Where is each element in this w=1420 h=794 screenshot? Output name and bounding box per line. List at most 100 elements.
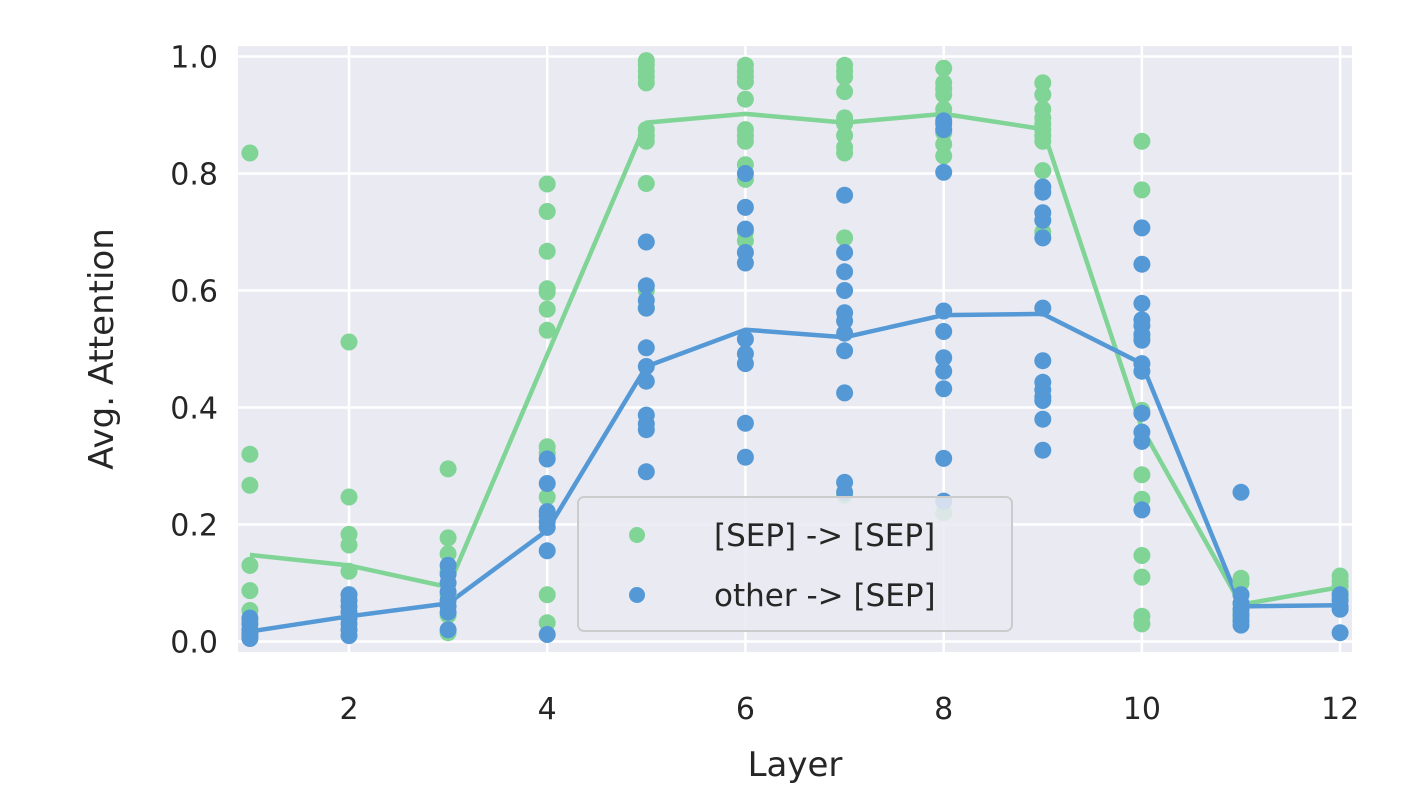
series-line-1 <box>249 311 1341 634</box>
data-point-series-0 <box>935 86 953 104</box>
data-point-series-1 <box>836 282 854 299</box>
data-point-series-0 <box>340 562 358 580</box>
x-tick-label: 12 <box>1321 692 1359 727</box>
data-point-series-1 <box>1232 616 1250 634</box>
data-point-series-1 <box>1034 229 1052 247</box>
data-point-series-1 <box>439 621 457 639</box>
data-point-series-1 <box>1034 441 1052 459</box>
data-point-series-1 <box>935 121 953 139</box>
x-tick-label: 4 <box>538 692 557 727</box>
data-point-series-1 <box>1133 219 1151 237</box>
data-point-series-1 <box>935 323 953 340</box>
data-point-series-1 <box>538 518 556 536</box>
data-point-series-0 <box>736 132 754 150</box>
data-point-series-1 <box>1034 392 1052 409</box>
data-point-series-1 <box>1133 255 1151 273</box>
data-point-series-1 <box>538 542 556 560</box>
data-point-series-1 <box>1034 211 1052 229</box>
data-point-series-0 <box>836 127 854 144</box>
data-point-series-0 <box>736 73 754 91</box>
data-point-series-1 <box>439 603 457 621</box>
data-point-series-1 <box>1034 299 1052 317</box>
data-point-series-1 <box>836 186 854 204</box>
data-point-series-0 <box>736 232 754 250</box>
data-point-series-1 <box>538 450 556 468</box>
data-point-series-1 <box>1133 331 1151 349</box>
data-point-series-0 <box>1232 574 1250 592</box>
data-point-series-1 <box>1331 624 1349 642</box>
data-point-series-0 <box>439 545 457 563</box>
data-point-series-1 <box>935 362 953 380</box>
data-point-series-0 <box>538 300 556 318</box>
data-point-series-1 <box>637 233 655 251</box>
data-point-series-0 <box>538 283 556 301</box>
data-point-series-1 <box>1034 352 1052 370</box>
data-point-series-1 <box>637 421 655 439</box>
data-point-series-0 <box>935 135 953 153</box>
legend-label-sep-sep: [SEP] -> [SEP] <box>714 518 935 554</box>
data-point-series-0 <box>340 333 358 351</box>
legend: [SEP] -> [SEP] other -> [SEP] <box>577 496 1013 632</box>
data-point-series-1 <box>637 358 655 375</box>
data-point-series-1 <box>1133 362 1151 380</box>
data-point-series-0 <box>1034 132 1052 150</box>
data-point-series-0 <box>736 90 754 108</box>
data-point-series-1 <box>836 342 854 360</box>
data-point-series-0 <box>836 144 854 162</box>
series-lines <box>249 111 1341 634</box>
data-point-series-0 <box>538 614 556 632</box>
data-point-series-1 <box>935 380 953 398</box>
data-point-series-1 <box>340 627 358 645</box>
data-point-series-0 <box>836 83 854 101</box>
data-point-series-0 <box>836 229 854 247</box>
legend-frame <box>577 496 1013 632</box>
legend-label-other-sep: other -> [SEP] <box>714 578 936 614</box>
y-axis-label: Avg. Attention <box>82 228 122 470</box>
data-point-series-1 <box>736 198 754 216</box>
x-tick-labels: 2 4 6 8 10 12 <box>339 692 1359 727</box>
data-point-series-1 <box>736 220 754 238</box>
data-point-series-1 <box>1133 294 1151 312</box>
data-point-series-0 <box>836 68 854 86</box>
data-point-series-0 <box>1133 466 1151 484</box>
data-point-series-0 <box>241 445 259 463</box>
data-point-series-1 <box>1034 183 1052 201</box>
data-point-series-0 <box>538 321 556 339</box>
y-tick-label: 0.4 <box>170 391 218 426</box>
x-axis-label: Layer <box>748 745 843 785</box>
data-point-series-1 <box>241 630 259 647</box>
data-point-series-0 <box>538 175 556 193</box>
data-point-series-1 <box>935 349 953 367</box>
data-point-series-1 <box>1232 483 1250 501</box>
y-tick-label: 0.2 <box>170 508 218 543</box>
data-point-series-1 <box>1133 404 1151 422</box>
data-point-series-1 <box>736 448 754 466</box>
data-point-series-0 <box>1034 162 1052 180</box>
data-point-series-0 <box>439 460 457 478</box>
data-point-series-0 <box>538 488 556 506</box>
data-point-series-0 <box>836 115 854 133</box>
data-point-series-1 <box>1331 600 1349 618</box>
data-point-series-1 <box>836 384 854 402</box>
data-point-series-1 <box>1133 432 1151 450</box>
data-point-series-0 <box>1133 615 1151 633</box>
scatter-points <box>241 52 1349 647</box>
data-point-series-0 <box>439 529 457 547</box>
data-point-series-1 <box>736 165 754 182</box>
data-point-series-0 <box>1034 86 1052 104</box>
data-point-series-0 <box>241 582 259 600</box>
data-point-series-1 <box>637 277 655 295</box>
data-point-series-0 <box>241 476 259 494</box>
data-point-series-1 <box>935 449 953 467</box>
data-point-series-0 <box>637 175 655 192</box>
x-tick-label: 10 <box>1123 692 1161 727</box>
data-point-series-1 <box>1133 501 1151 519</box>
y-tick-label: 0.8 <box>170 158 218 193</box>
data-point-series-0 <box>241 556 259 574</box>
data-point-series-0 <box>935 59 953 77</box>
data-point-series-1 <box>836 324 854 342</box>
legend-marker-other-sep <box>629 587 645 603</box>
data-point-series-0 <box>538 586 556 604</box>
data-point-series-0 <box>1133 568 1151 586</box>
y-tick-label: 0.6 <box>170 275 218 310</box>
